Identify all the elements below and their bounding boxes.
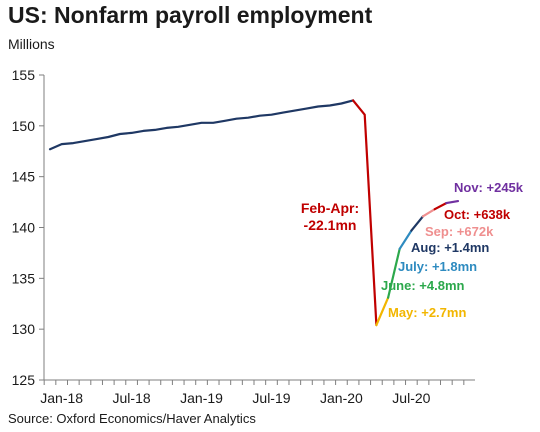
series-line-8 xyxy=(433,202,448,211)
annotation-label: Sep: +672k xyxy=(425,224,494,239)
x-tick-label: Jan-19 xyxy=(180,390,223,406)
series-line-3 xyxy=(375,296,390,327)
annotation-label: June: +4.8mn xyxy=(381,278,465,293)
annotation-label: Nov: +245k xyxy=(454,180,524,195)
annotation-label: Aug: +1.4mn xyxy=(411,240,489,255)
y-tick-label: 125 xyxy=(12,372,36,388)
y-tick-label: 155 xyxy=(12,67,36,83)
annotation-label: Feb-Apr: xyxy=(301,200,359,216)
chart-title: US: Nonfarm payroll employment xyxy=(8,2,373,28)
series-line-2 xyxy=(352,99,378,327)
annotation-label: -22.1mn xyxy=(304,217,357,233)
annotation-label: Oct: +638k xyxy=(444,207,511,222)
annotation-label: July: +1.8mn xyxy=(398,259,477,274)
x-tick-label: Jul-19 xyxy=(252,390,290,406)
y-tick-label: 135 xyxy=(12,270,36,286)
series-line-1 xyxy=(48,99,355,151)
x-tick-label: Jan-18 xyxy=(40,390,83,406)
x-tick-label: Jan-20 xyxy=(320,390,363,406)
series-line-7 xyxy=(421,208,436,218)
x-tick-label: Jul-20 xyxy=(392,390,430,406)
series-line-4 xyxy=(387,247,401,299)
y-tick-label: 140 xyxy=(12,220,36,236)
series-line-9 xyxy=(445,200,460,205)
series-line-5 xyxy=(398,229,413,250)
source-note: Source: Oxford Economics/Haver Analytics xyxy=(8,411,256,426)
y-axis-unit-label: Millions xyxy=(8,36,55,52)
y-tick-label: 145 xyxy=(12,169,36,185)
series-line-6 xyxy=(410,215,425,232)
annotation-label: May: +2.7mn xyxy=(388,305,466,320)
x-tick-label: Jul-18 xyxy=(113,390,151,406)
y-tick-label: 130 xyxy=(12,321,36,337)
y-tick-label: 150 xyxy=(12,118,36,134)
